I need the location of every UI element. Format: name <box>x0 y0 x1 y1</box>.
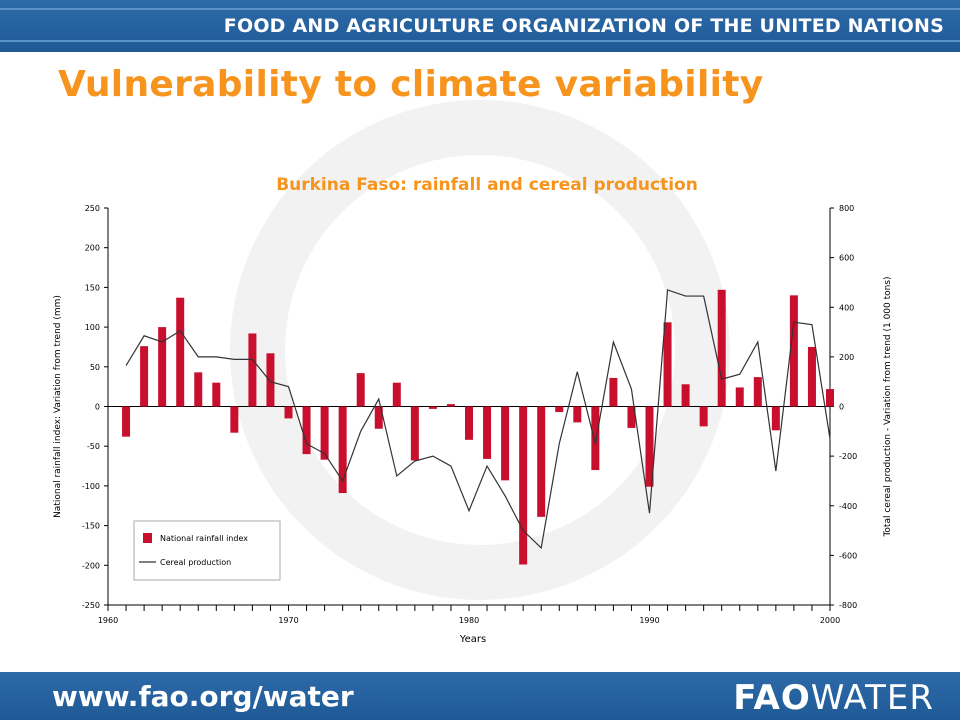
left-tick-label: -50 <box>87 442 100 451</box>
left-tick-label: -100 <box>82 482 100 491</box>
rainfall-bar <box>248 333 257 407</box>
rainfall-bar <box>465 406 473 440</box>
rainfall-bar <box>176 297 185 407</box>
banner-stripe <box>0 8 960 10</box>
rainfall-bar <box>699 406 708 427</box>
rainfall-bar <box>320 406 329 460</box>
rainfall-bar <box>212 382 221 407</box>
legend-rainfall-label: National rainfall index <box>160 534 248 543</box>
rainfall-bar <box>519 406 528 565</box>
cereal-production-line <box>125 289 831 550</box>
left-y-axis-label: National rainfall index: Variation from … <box>53 295 63 518</box>
rainfall-bar <box>609 377 618 407</box>
rainfall-bar <box>717 289 726 407</box>
rainfall-bar <box>627 406 636 428</box>
x-tick-label: 1960 <box>98 616 118 625</box>
footer-url[interactable]: www.fao.org/water <box>52 680 354 713</box>
rainfall-bar <box>230 406 239 433</box>
rainfall-cereal-chart: Burkina Faso: rainfall and cereal produc… <box>53 175 893 645</box>
rainfall-bar <box>194 372 203 407</box>
right-tick-label: -800 <box>839 601 857 610</box>
rainfall-bar <box>555 406 564 413</box>
x-tick-label: 2000 <box>820 616 840 625</box>
banner-stripe <box>0 40 960 42</box>
rainfall-bar <box>428 406 437 409</box>
brand-water: WATER <box>810 678 934 718</box>
rainfall-bar <box>483 406 492 459</box>
rainfall-bar <box>284 406 293 419</box>
rainfall-bar <box>807 346 816 407</box>
rainfall-bar <box>753 377 762 407</box>
left-tick-label: -250 <box>82 601 100 610</box>
left-tick-label: 0 <box>95 403 100 412</box>
rainfall-bar <box>266 353 275 407</box>
right-tick-label: 400 <box>839 303 854 312</box>
rainfall-bar <box>158 327 167 407</box>
left-tick-label: 250 <box>85 204 100 213</box>
rainfall-bar <box>446 404 455 407</box>
rainfall-bar <box>338 406 347 494</box>
right-y-axis-label: Total cereal production - Variation from… <box>883 276 893 537</box>
left-tick-label: -200 <box>82 561 100 570</box>
rainfall-bar <box>140 346 149 407</box>
x-tick-label: 1980 <box>459 616 479 625</box>
left-tick-label: -150 <box>82 522 100 531</box>
x-axis-label: Years <box>459 634 486 645</box>
rainfall-bar <box>392 382 401 407</box>
right-tick-label: 0 <box>839 403 844 412</box>
organization-name: FOOD AND AGRICULTURE ORGANIZATION OF THE… <box>223 15 944 37</box>
legend-cereal-label: Cereal production <box>160 558 231 567</box>
rainfall-bar <box>356 373 365 407</box>
rainfall-bar <box>501 406 510 481</box>
right-tick-label: -200 <box>839 452 857 461</box>
rainfall-bar <box>771 406 780 431</box>
right-tick-label: 200 <box>839 353 854 362</box>
rainfall-bar <box>591 406 600 471</box>
left-tick-label: 100 <box>85 323 100 332</box>
rainfall-bar <box>302 406 311 455</box>
rainfall-bar <box>573 406 582 423</box>
x-tick-label: 1990 <box>639 616 659 625</box>
slide-title: Vulnerability to climate variability <box>58 64 764 105</box>
left-tick-label: 150 <box>85 283 100 292</box>
chart-title: Burkina Faso: rainfall and cereal produc… <box>276 175 698 195</box>
footer-banner <box>0 672 960 720</box>
rainfall-bar <box>681 384 690 407</box>
right-tick-label: 800 <box>839 204 854 213</box>
header-banner: FOOD AND AGRICULTURE ORGANIZATION OF THE… <box>0 0 960 52</box>
legend-box <box>133 520 281 581</box>
right-tick-label: 600 <box>839 254 854 263</box>
rainfall-bar <box>374 406 383 429</box>
x-tick-label: 1970 <box>278 616 298 625</box>
legend-bar-swatch <box>143 533 152 543</box>
rainfall-bar <box>826 389 834 407</box>
right-tick-label: -600 <box>839 551 857 560</box>
rainfall-bar <box>537 406 546 517</box>
brand-fao: FAO <box>733 678 811 718</box>
faowater-logo: FAOWATER <box>733 678 934 718</box>
rainfall-bar <box>789 295 798 407</box>
rainfall-bar <box>122 406 131 437</box>
rainfall-bar <box>735 387 744 407</box>
rainfall-bar <box>645 406 654 487</box>
left-tick-label: 50 <box>90 363 100 372</box>
right-tick-label: -400 <box>839 502 857 511</box>
rainfall-bar <box>663 322 672 407</box>
left-tick-label: 200 <box>85 244 100 253</box>
rainfall-bar <box>410 406 419 461</box>
